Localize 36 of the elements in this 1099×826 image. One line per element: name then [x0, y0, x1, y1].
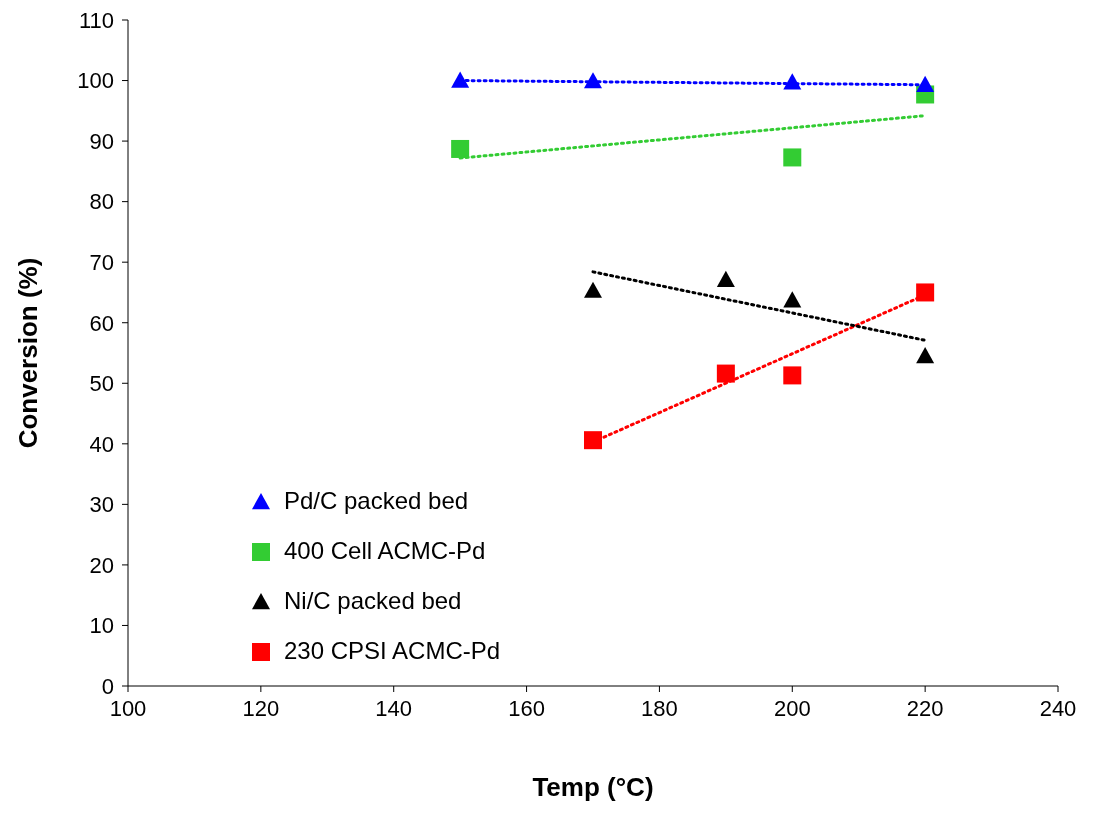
legend-label: Ni/C packed bed — [284, 587, 462, 615]
y-tick-label: 30 — [89, 492, 114, 518]
point — [451, 71, 470, 88]
y-tick-label: 100 — [77, 68, 114, 94]
x-tick-label: 220 — [906, 695, 944, 721]
y-tick-label: 50 — [89, 371, 114, 397]
y-tick-label: 80 — [89, 189, 114, 215]
y-tick-label: 110 — [78, 7, 114, 33]
point — [584, 281, 602, 298]
point — [916, 283, 935, 302]
point — [916, 75, 935, 92]
y-axis-title: Conversion (%) — [13, 257, 44, 449]
point — [584, 431, 602, 450]
y-tick-label: 90 — [89, 128, 114, 154]
x-tick-label: 180 — [641, 695, 678, 721]
point — [783, 148, 802, 167]
legend-label: Pd/C packed bed — [284, 487, 469, 515]
x-tick-label: 120 — [242, 695, 280, 721]
point — [783, 291, 802, 308]
x-tick-label: 140 — [375, 695, 413, 721]
point — [916, 347, 935, 364]
x-axis-title: Temp (°C) — [532, 772, 654, 802]
y-tick-label: 10 — [89, 613, 114, 639]
point — [783, 366, 802, 385]
legend-label: 230 CPSI ACMC-Pd — [284, 637, 501, 665]
x-tick-label: 240 — [1039, 695, 1077, 721]
x-tick-label: 160 — [508, 695, 545, 721]
y-tick-label: 40 — [89, 431, 114, 457]
point — [716, 270, 735, 287]
point — [716, 364, 735, 383]
y-tick-label: 70 — [89, 249, 114, 275]
y-tick-label: 20 — [89, 552, 114, 578]
y-tick-label: 60 — [89, 310, 114, 336]
point — [451, 139, 470, 158]
legend-label: 400 Cell ACMC-Pd — [284, 537, 486, 565]
x-tick-label: 200 — [773, 695, 811, 721]
